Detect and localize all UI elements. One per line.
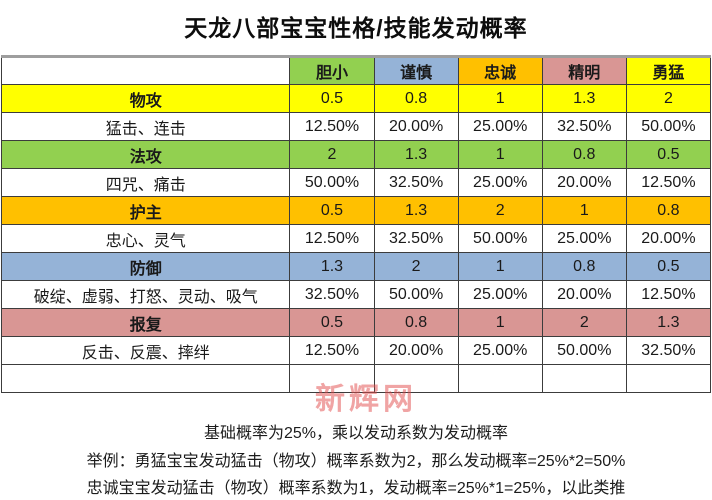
coefficient-cell: 2	[289, 140, 375, 169]
rate-cell: 12.50%	[289, 224, 375, 253]
probability-table: 胆小 谨慎 忠诚 精明 勇猛 物攻 0.5 0.8 1 1.3 2 猛击、连击 …	[0, 55, 712, 393]
category-row-huzhu: 护主 0.5 1.3 2 1 0.8	[0, 196, 712, 225]
rate-cell: 32.50%	[373, 224, 459, 253]
coefficient-cell: 1	[457, 84, 543, 113]
coefficient-cell: 0.8	[625, 196, 712, 225]
skill-row-fagong: 四咒、痛击 50.00% 32.50% 25.00% 20.00% 12.50%	[0, 168, 712, 197]
skill-names-cell: 猛击、连击	[0, 112, 291, 141]
category-cell: 法攻	[0, 140, 291, 169]
empty-cell	[373, 364, 459, 393]
coefficient-cell: 1.3	[373, 140, 459, 169]
rate-cell: 12.50%	[625, 280, 712, 309]
category-row-fangyu: 防御 1.3 2 1 0.8 0.5	[0, 252, 712, 281]
rate-cell: 25.00%	[457, 168, 543, 197]
rate-cell: 50.00%	[289, 168, 375, 197]
coefficient-cell: 2	[541, 308, 627, 337]
skill-names-cell: 忠心、灵气	[0, 224, 291, 253]
empty-cell	[457, 364, 543, 393]
rate-cell: 32.50%	[625, 336, 712, 365]
empty-cell	[541, 364, 627, 393]
note-example-zhongcheng: 忠诚宝宝发动猛击（物攻）概率系数为1，发动概率=25%*1=25%，以此类推	[86, 480, 626, 497]
rate-cell: 25.00%	[457, 336, 543, 365]
rate-cell: 25.00%	[457, 112, 543, 141]
coefficient-cell: 1.3	[625, 308, 712, 337]
coefficient-cell: 2	[373, 252, 459, 281]
personality-header-danxiao: 胆小	[289, 56, 375, 85]
rate-cell: 20.00%	[373, 112, 459, 141]
empty-row	[0, 364, 712, 393]
coefficient-cell: 0.5	[625, 252, 712, 281]
category-cell: 护主	[0, 196, 291, 225]
page-title: 天龙八部宝宝性格/技能发动概率	[184, 15, 528, 41]
rate-cell: 25.00%	[457, 280, 543, 309]
skill-row-fangyu: 破绽、虚弱、打怒、灵动、吸气 32.50% 50.00% 25.00% 20.0…	[0, 280, 712, 309]
coefficient-cell: 1	[457, 252, 543, 281]
rate-cell: 25.00%	[541, 224, 627, 253]
empty-cell	[625, 364, 712, 393]
rate-cell: 12.50%	[625, 168, 712, 197]
header-row: 胆小 谨慎 忠诚 精明 勇猛	[0, 56, 712, 85]
category-cell: 防御	[0, 252, 291, 281]
skill-row-baofu: 反击、反震、摔绊 12.50% 20.00% 25.00% 50.00% 32.…	[0, 336, 712, 365]
rate-cell: 32.50%	[541, 112, 627, 141]
rate-cell: 20.00%	[373, 336, 459, 365]
coefficient-cell: 0.5	[289, 84, 375, 113]
rate-cell: 32.50%	[373, 168, 459, 197]
coefficient-cell: 0.5	[289, 196, 375, 225]
rate-cell: 50.00%	[625, 112, 712, 141]
rate-cell: 12.50%	[289, 112, 375, 141]
skill-names-cell: 反击、反震、摔绊	[0, 336, 291, 365]
category-row-wugong: 物攻 0.5 0.8 1 1.3 2	[0, 84, 712, 113]
skill-row-wugong: 猛击、连击 12.50% 20.00% 25.00% 32.50% 50.00%	[0, 112, 712, 141]
category-row-baofu: 报复 0.5 0.8 1 2 1.3	[0, 308, 712, 337]
note-example-yongmeng: 举例：勇猛宝宝发动猛击（物攻）概率系数为2，那么发动概率=25%*2=50%	[86, 453, 626, 470]
category-row-fagong: 法攻 2 1.3 1 0.8 0.5	[0, 140, 712, 169]
note-base-probability: 基础概率为25%，乘以发动系数为发动概率	[203, 425, 509, 442]
rate-cell: 20.00%	[541, 280, 627, 309]
rate-cell: 20.00%	[541, 168, 627, 197]
personality-header-zhongcheng: 忠诚	[457, 56, 543, 85]
coefficient-cell: 0.8	[373, 308, 459, 337]
coefficient-cell: 1	[457, 140, 543, 169]
coefficient-cell: 0.5	[625, 140, 712, 169]
skill-row-huzhu: 忠心、灵气 12.50% 32.50% 50.00% 25.00% 20.00%	[0, 224, 712, 253]
coefficient-cell: 1	[457, 308, 543, 337]
coefficient-cell: 1.3	[289, 252, 375, 281]
personality-header-yongmeng: 勇猛	[625, 56, 712, 85]
coefficient-cell: 1	[541, 196, 627, 225]
coefficient-cell: 0.8	[541, 252, 627, 281]
coefficient-cell: 1.3	[541, 84, 627, 113]
rate-cell: 32.50%	[289, 280, 375, 309]
rate-cell: 50.00%	[457, 224, 543, 253]
category-cell: 物攻	[0, 84, 291, 113]
personality-header-jingming: 精明	[541, 56, 627, 85]
rate-cell: 50.00%	[373, 280, 459, 309]
category-cell: 报复	[0, 308, 291, 337]
coefficient-cell: 2	[457, 196, 543, 225]
coefficient-cell: 0.8	[373, 84, 459, 113]
coefficient-cell: 0.8	[541, 140, 627, 169]
empty-cell	[0, 364, 291, 393]
coefficient-cell: 2	[625, 84, 712, 113]
personality-header-jinshen: 谨慎	[373, 56, 459, 85]
skill-names-cell: 四咒、痛击	[0, 168, 291, 197]
corner-cell	[0, 56, 291, 85]
skill-names-cell: 破绽、虚弱、打怒、灵动、吸气	[0, 280, 291, 309]
rate-cell: 50.00%	[541, 336, 627, 365]
coefficient-cell: 1.3	[373, 196, 459, 225]
empty-cell	[289, 364, 375, 393]
rate-cell: 20.00%	[625, 224, 712, 253]
coefficient-cell: 0.5	[289, 308, 375, 337]
rate-cell: 12.50%	[289, 336, 375, 365]
